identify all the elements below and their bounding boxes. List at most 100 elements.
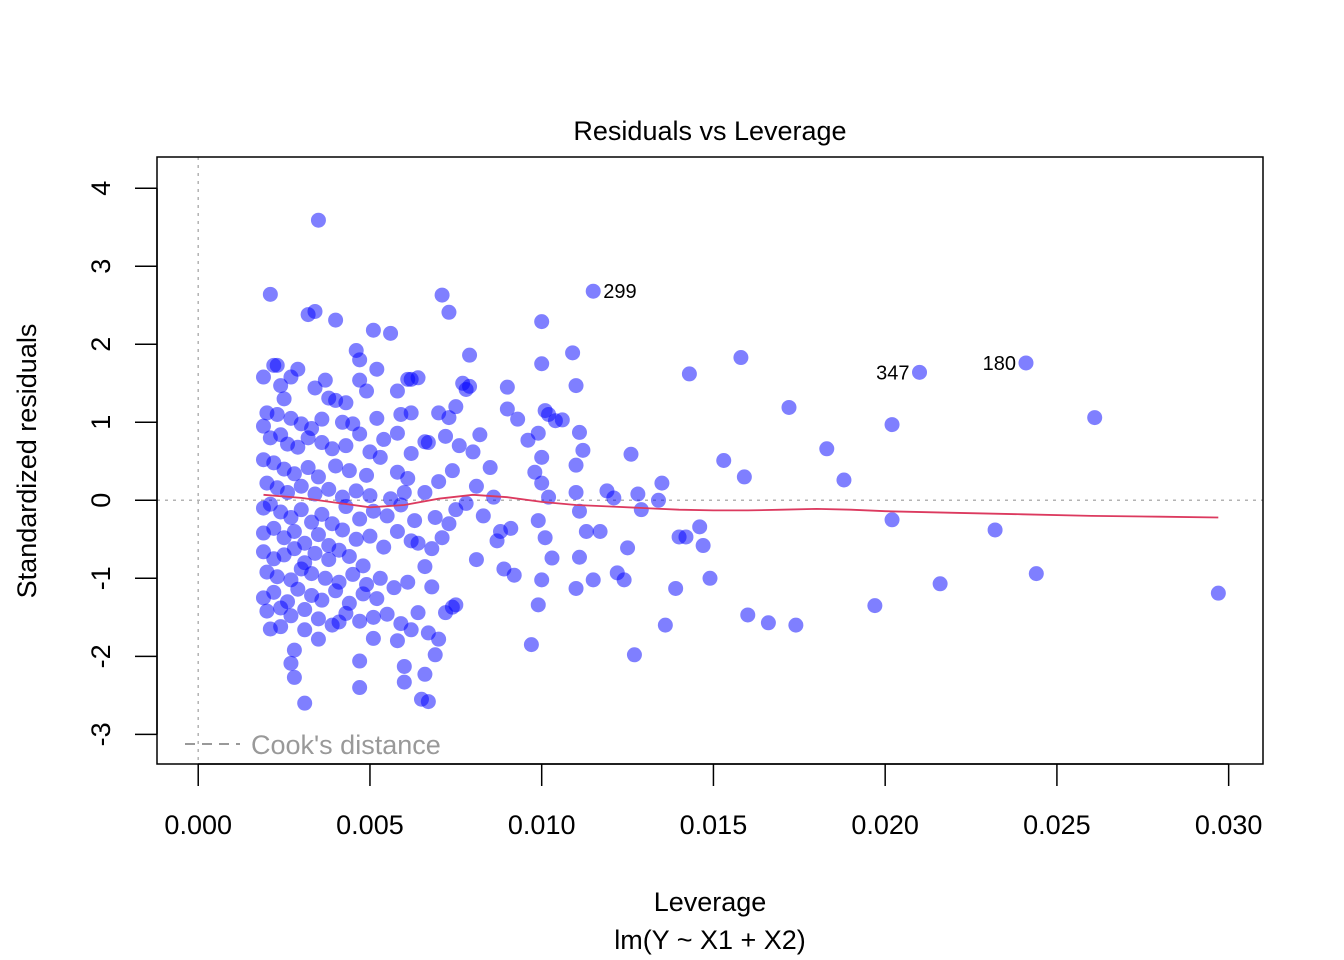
data-point: [290, 439, 306, 455]
data-point: [1018, 355, 1034, 371]
data-point: [372, 570, 388, 586]
data-point: [571, 424, 587, 440]
data-point: [702, 570, 718, 586]
data-point: [410, 370, 426, 386]
data-point: [286, 642, 302, 658]
data-point: [585, 283, 601, 299]
data-point: [695, 538, 711, 554]
chart-title: Residuals vs Leverage: [573, 116, 846, 146]
data-point: [541, 489, 557, 505]
data-point: [606, 490, 622, 506]
y-tick-label: -3: [86, 722, 116, 746]
data-point: [534, 356, 550, 372]
data-point: [592, 523, 608, 539]
x-axis: 0.000 0.005 0.010 0.015 0.020 0.025 0.030: [164, 763, 1262, 840]
data-point: [568, 378, 584, 394]
data-point: [530, 425, 546, 441]
data-point: [400, 470, 416, 486]
data-point: [417, 559, 433, 575]
data-point: [1210, 585, 1226, 601]
smooth-line-group: [263, 493, 1219, 519]
data-point: [262, 286, 278, 302]
data-point: [369, 361, 385, 377]
data-point: [424, 541, 440, 557]
data-point: [403, 405, 419, 421]
data-point: [510, 411, 526, 427]
data-point: [650, 492, 666, 508]
legend-label: Cook's distance: [251, 730, 441, 760]
data-point: [328, 312, 344, 328]
data-point: [255, 369, 271, 385]
data-point: [400, 574, 416, 590]
data-point: [441, 304, 457, 320]
x-tick-label: 0.025: [1023, 810, 1091, 840]
data-point: [273, 378, 289, 394]
y-axis: -3 -2 -1 0 1 2 3 4: [86, 181, 158, 746]
data-point: [372, 449, 388, 465]
data-point: [554, 412, 570, 428]
data-point: [321, 552, 337, 568]
data-point: [534, 475, 550, 491]
data-point: [396, 484, 412, 500]
data-point: [568, 484, 584, 500]
data-point: [1087, 410, 1103, 426]
data-point: [668, 580, 684, 596]
data-point: [571, 503, 587, 519]
data-point: [383, 325, 399, 341]
data-point: [441, 410, 457, 426]
data-point: [290, 581, 306, 597]
data-point: [434, 530, 450, 546]
data-point: [376, 539, 392, 555]
data-point: [534, 449, 550, 465]
data-point: [568, 580, 584, 596]
data-point: [300, 460, 316, 476]
data-point: [389, 383, 405, 399]
data-point: [262, 496, 278, 512]
y-axis-label: Standardized residuals: [12, 324, 42, 599]
data-point: [438, 428, 454, 444]
data-point: [283, 608, 299, 624]
x-tick-label: 0.010: [508, 810, 576, 840]
y-tick-label: 4: [86, 181, 116, 196]
data-point: [338, 438, 354, 454]
data-point: [475, 508, 491, 524]
data-point: [345, 566, 361, 582]
data-point: [530, 597, 546, 613]
data-point: [304, 514, 320, 530]
data-point: [352, 372, 368, 388]
data-point: [379, 606, 395, 622]
x-axis-sublabel: lm(Y ~ X1 + X2): [614, 925, 806, 955]
data-point: [616, 572, 632, 588]
data-point: [503, 520, 519, 536]
data-point: [530, 513, 546, 529]
data-point: [499, 379, 515, 395]
data-point: [867, 598, 883, 614]
data-point: [884, 512, 900, 528]
data-point: [341, 548, 357, 564]
data-point: [307, 380, 323, 396]
data-point: [276, 391, 292, 407]
data-point: [987, 522, 1003, 538]
data-point: [424, 579, 440, 595]
data-point: [465, 444, 481, 460]
data-point: [534, 314, 550, 330]
data-point: [266, 584, 282, 600]
data-point: [269, 406, 285, 422]
data-point: [290, 361, 306, 377]
data-point: [403, 622, 419, 638]
data-point: [534, 572, 550, 588]
data-point: [523, 637, 539, 653]
data-point: [286, 466, 302, 482]
data-point: [468, 478, 484, 494]
data-point: [527, 464, 543, 480]
data-point: [630, 486, 646, 502]
data-point: [482, 460, 498, 476]
data-point: [314, 592, 330, 608]
data-point: [431, 631, 447, 647]
y-tick-label: 3: [86, 259, 116, 274]
data-point: [571, 549, 587, 565]
data-point: [297, 695, 313, 711]
data-point: [932, 576, 948, 592]
